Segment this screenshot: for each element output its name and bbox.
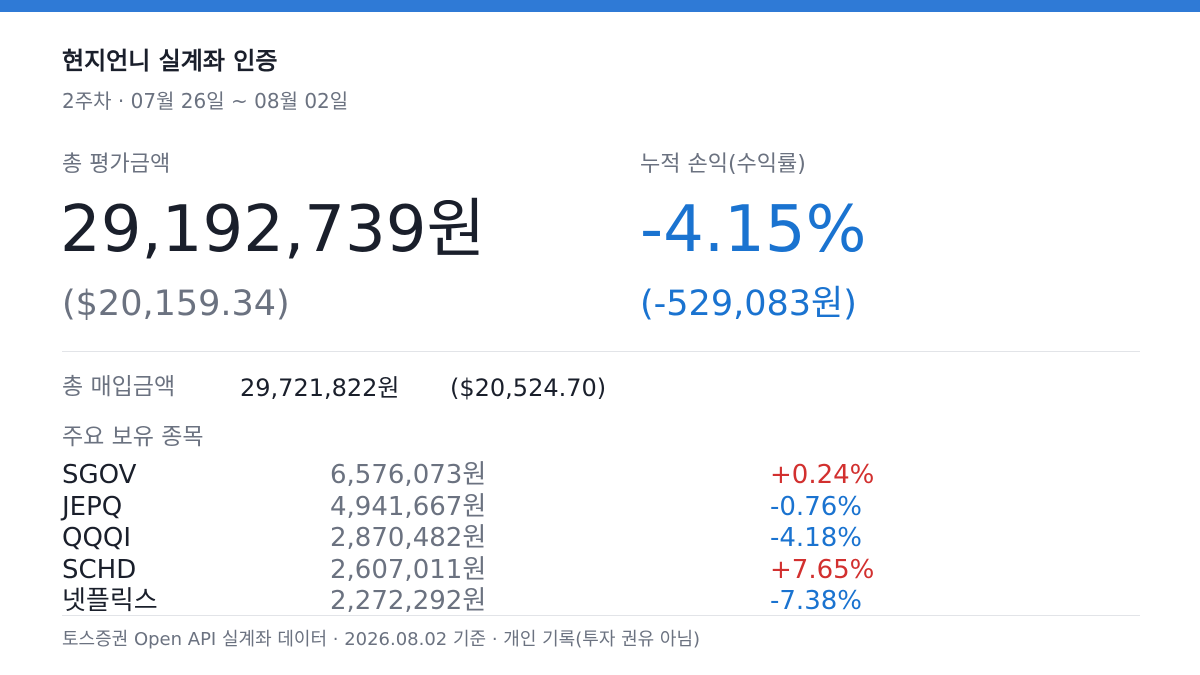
ticker: 넷플릭스 bbox=[62, 586, 158, 616]
amount: 4,941,667원 bbox=[330, 491, 487, 522]
ticker: JEPQ bbox=[62, 491, 123, 522]
ticker: SCHD bbox=[62, 554, 137, 585]
holdings-label: 주요 보유 종목 bbox=[62, 424, 204, 450]
amount: 2,870,482원 bbox=[330, 523, 487, 553]
pnl-amount: (-529,083원) bbox=[640, 284, 857, 324]
change: +7.65% bbox=[770, 554, 875, 585]
amount: 2,607,011원 bbox=[330, 554, 487, 585]
ticker: QQQI bbox=[62, 523, 132, 553]
purchase-usd: ($20,524.70) bbox=[450, 374, 607, 402]
divider bbox=[62, 351, 1140, 352]
change: -0.76% bbox=[770, 491, 862, 522]
pnl-label: 누적 손익(수익률) bbox=[640, 152, 806, 177]
top-bar bbox=[0, 0, 1200, 12]
change: -7.38% bbox=[770, 586, 862, 616]
footer-note: 토스증권 Open API 실계좌 데이터 · 2026.08.02 기준 · … bbox=[62, 629, 701, 650]
divider bbox=[62, 615, 1140, 616]
total-usd: ($20,159.34) bbox=[62, 284, 290, 324]
amount: 6,576,073원 bbox=[330, 460, 487, 490]
subtitle: 2주차 · 07월 26일 ~ 08월 02일 bbox=[62, 89, 349, 113]
change: -4.18% bbox=[770, 523, 862, 553]
title: 현지언니 실계좌 인증 bbox=[62, 47, 278, 75]
total-label: 총 평가금액 bbox=[62, 152, 171, 177]
purchase-label: 총 매입금액 bbox=[62, 374, 176, 400]
purchase-krw: 29,721,822원 bbox=[240, 374, 400, 402]
pnl-rate: -4.15% bbox=[640, 193, 867, 267]
ticker: SGOV bbox=[62, 460, 137, 490]
total-krw: 29,192,739원 bbox=[60, 193, 486, 267]
amount: 2,272,292원 bbox=[330, 586, 487, 616]
change: +0.24% bbox=[770, 460, 875, 490]
